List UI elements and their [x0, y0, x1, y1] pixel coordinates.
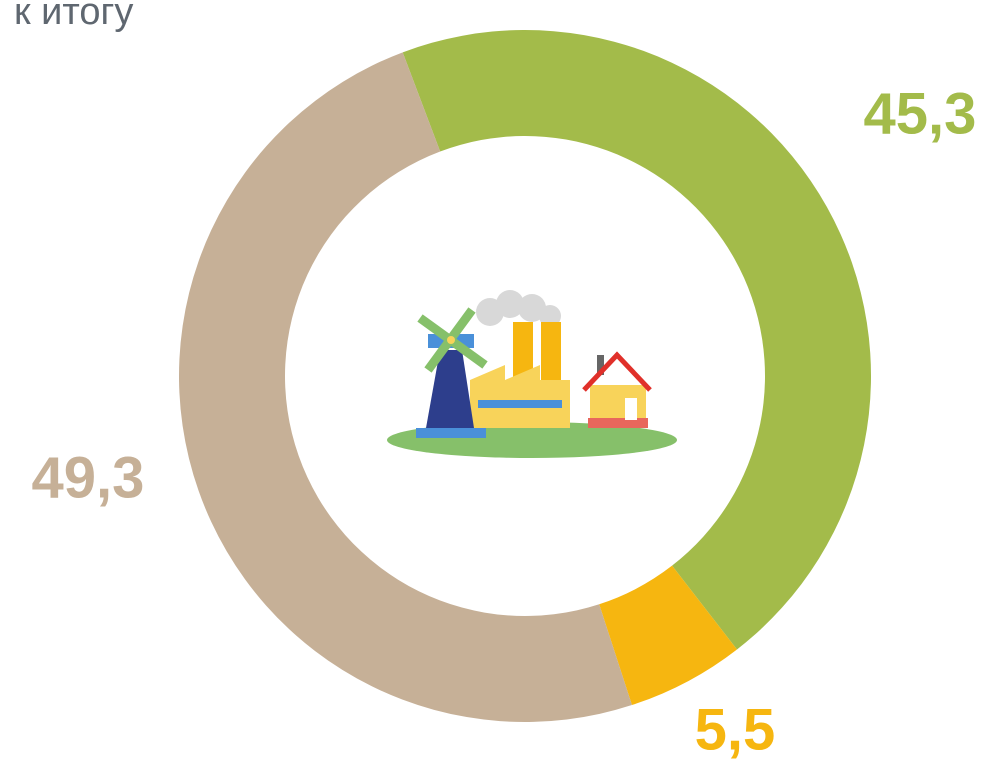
- chart: к итогу 45,3 5,5 49,3: [0, 0, 993, 762]
- center-icon: [387, 290, 677, 458]
- data-label: 45,3: [864, 81, 977, 146]
- chart-title: к итогу: [14, 0, 133, 33]
- data-label: 5,5: [695, 697, 776, 762]
- data-label: 49,3: [32, 445, 145, 510]
